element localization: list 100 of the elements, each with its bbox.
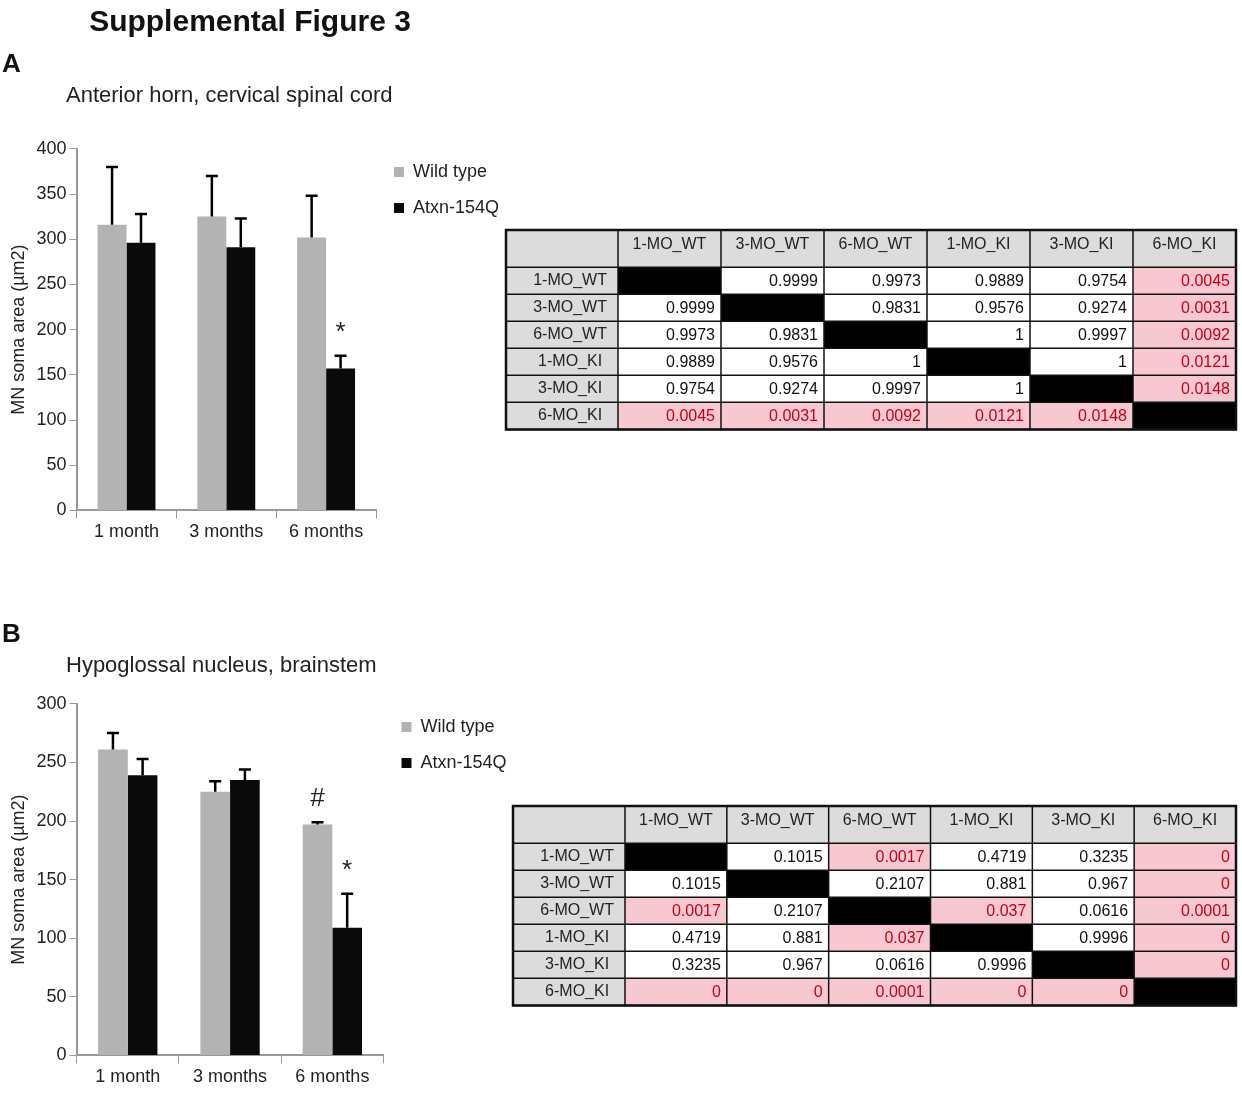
- x-tick-label: 1 month: [94, 521, 160, 542]
- data-label: 0.9274: [1078, 299, 1128, 317]
- bar: [197, 216, 227, 510]
- data-label: 0.4719: [671, 929, 721, 947]
- y-tick-label: 3-MO_WT: [533, 298, 608, 317]
- data-label: 0.0616: [1079, 902, 1129, 920]
- y-tick-label: 200: [36, 809, 67, 830]
- data-label: 0.9999: [666, 299, 716, 317]
- data-label: 0: [1221, 929, 1231, 947]
- data-label: 0.9576: [769, 353, 819, 371]
- x-tick-label: 1-MO_KI: [949, 811, 1014, 830]
- data-label: 0.9889: [975, 272, 1025, 290]
- data-label: 0.037: [986, 902, 1027, 920]
- data-label: 0.0092: [872, 407, 922, 425]
- data-label: 0.881: [986, 875, 1027, 893]
- data-label: 0: [1221, 848, 1231, 866]
- x-tick-label: 1-MO_KI: [946, 235, 1011, 254]
- data-label: 0.9831: [872, 299, 922, 317]
- data-label: 0.4719: [977, 848, 1027, 866]
- data-label: 0.3235: [1079, 848, 1129, 866]
- data-label: 0.9831: [769, 326, 819, 344]
- data-label: 1: [1015, 326, 1025, 344]
- bar: [98, 749, 128, 1055]
- x-tick-label: 3-MO_KI: [1049, 235, 1114, 254]
- data-label: 0.0148: [1181, 380, 1231, 398]
- x-tick-label: 1 month: [95, 1066, 161, 1087]
- x-tick-label: 3-MO_WT: [735, 235, 810, 254]
- chart-subtitle: Anterior horn, cervical spinal cord: [66, 82, 393, 108]
- bar: [97, 224, 127, 510]
- y-tick-label: 3-MO_KI: [545, 955, 610, 974]
- data-label: 0.0121: [975, 407, 1025, 425]
- data-label: 0.0017: [875, 848, 925, 866]
- y-tick-label: 3-MO_KI: [538, 379, 603, 398]
- x-tick-label: 6 months: [295, 1066, 370, 1087]
- bar: [297, 237, 327, 510]
- legend-label: Wild type: [413, 160, 488, 181]
- data-label: 0.2107: [875, 875, 925, 893]
- data-label: 1: [1118, 353, 1128, 371]
- y-tick-label: 6-MO_KI: [545, 982, 610, 1001]
- data-label: 0.2107: [773, 902, 823, 920]
- data-label: 0: [813, 983, 823, 1001]
- y-tick-label: 3-MO_WT: [540, 874, 615, 893]
- data-label: 0.0616: [875, 956, 925, 974]
- x-tick-label: 1-MO_WT: [632, 235, 707, 254]
- y-tick-label: 6-MO_WT: [533, 325, 608, 344]
- x-tick-label: 1-MO_WT: [639, 811, 714, 830]
- data-label: 0.0148: [1078, 407, 1128, 425]
- y-tick-label: 250: [36, 273, 67, 294]
- legend-label: Wild type: [420, 715, 495, 736]
- data-label: 0.881: [782, 929, 823, 947]
- x-tick-label: 6-MO_KI: [1152, 235, 1217, 254]
- data-label: 0.0017: [671, 902, 721, 920]
- y-tick-label: 1-MO_WT: [533, 271, 608, 290]
- data-label: 0.967: [782, 956, 823, 974]
- y-tick-label: 50: [46, 454, 67, 475]
- x-tick-label: 6-MO_WT: [838, 235, 913, 254]
- x-tick-label: 3-MO_WT: [740, 811, 815, 830]
- data-label: 0.037: [884, 929, 925, 947]
- data-label: 0.3235: [671, 956, 721, 974]
- data-label: 0.967: [1088, 875, 1129, 893]
- data-label: 0.9973: [666, 326, 716, 344]
- data-label: 0.0001: [1181, 902, 1231, 920]
- x-tick-label: 3 months: [193, 1066, 268, 1087]
- data-label: 0.0031: [1181, 299, 1231, 317]
- legend-label: Atxn-154Q: [420, 751, 507, 772]
- x-tick-label: 3 months: [189, 521, 264, 542]
- data-label: 0.9576: [975, 299, 1025, 317]
- y-tick-label: 300: [36, 228, 67, 249]
- x-tick-label: 3-MO_KI: [1051, 811, 1116, 830]
- data-label: 0.9274: [769, 380, 819, 398]
- data-label: 0.9999: [769, 272, 819, 290]
- data-label: 0.9996: [1079, 929, 1129, 947]
- text: B: [2, 618, 21, 649]
- data-label: 1: [1015, 380, 1025, 398]
- data-label: 0.9997: [872, 380, 922, 398]
- annotation: #: [310, 782, 326, 813]
- data-label: 0.9997: [1078, 326, 1128, 344]
- data-label: 0.9996: [977, 956, 1027, 974]
- x-tick-label: 6 months: [289, 521, 364, 542]
- y-tick-label: 0: [56, 1044, 67, 1065]
- data-label: 0: [1221, 875, 1231, 893]
- text: A: [2, 48, 21, 79]
- data-label: 0: [1017, 983, 1027, 1001]
- data-label: 0.1015: [773, 848, 823, 866]
- y-tick-label: 1-MO_KI: [538, 352, 603, 371]
- data-label: 0: [711, 983, 721, 1001]
- y-tick-label: 100: [36, 927, 67, 948]
- data-label: 0.1015: [671, 875, 721, 893]
- data-label: 0: [1119, 983, 1129, 1001]
- y-tick-label: 150: [36, 868, 67, 889]
- y-tick-label: 50: [46, 985, 67, 1006]
- chart-subtitle: Hypoglossal nucleus, brainstem: [66, 652, 377, 678]
- data-label: 0.0121: [1181, 353, 1231, 371]
- data-label: 0.0045: [1181, 272, 1231, 290]
- annotation: *: [335, 315, 346, 346]
- y-tick-label: 350: [36, 182, 67, 203]
- y-tick-label: 400: [36, 137, 67, 158]
- y-tick-label: 150: [36, 363, 67, 384]
- y-tick-label: 1-MO_WT: [540, 847, 615, 866]
- data-label: 0: [1221, 956, 1231, 974]
